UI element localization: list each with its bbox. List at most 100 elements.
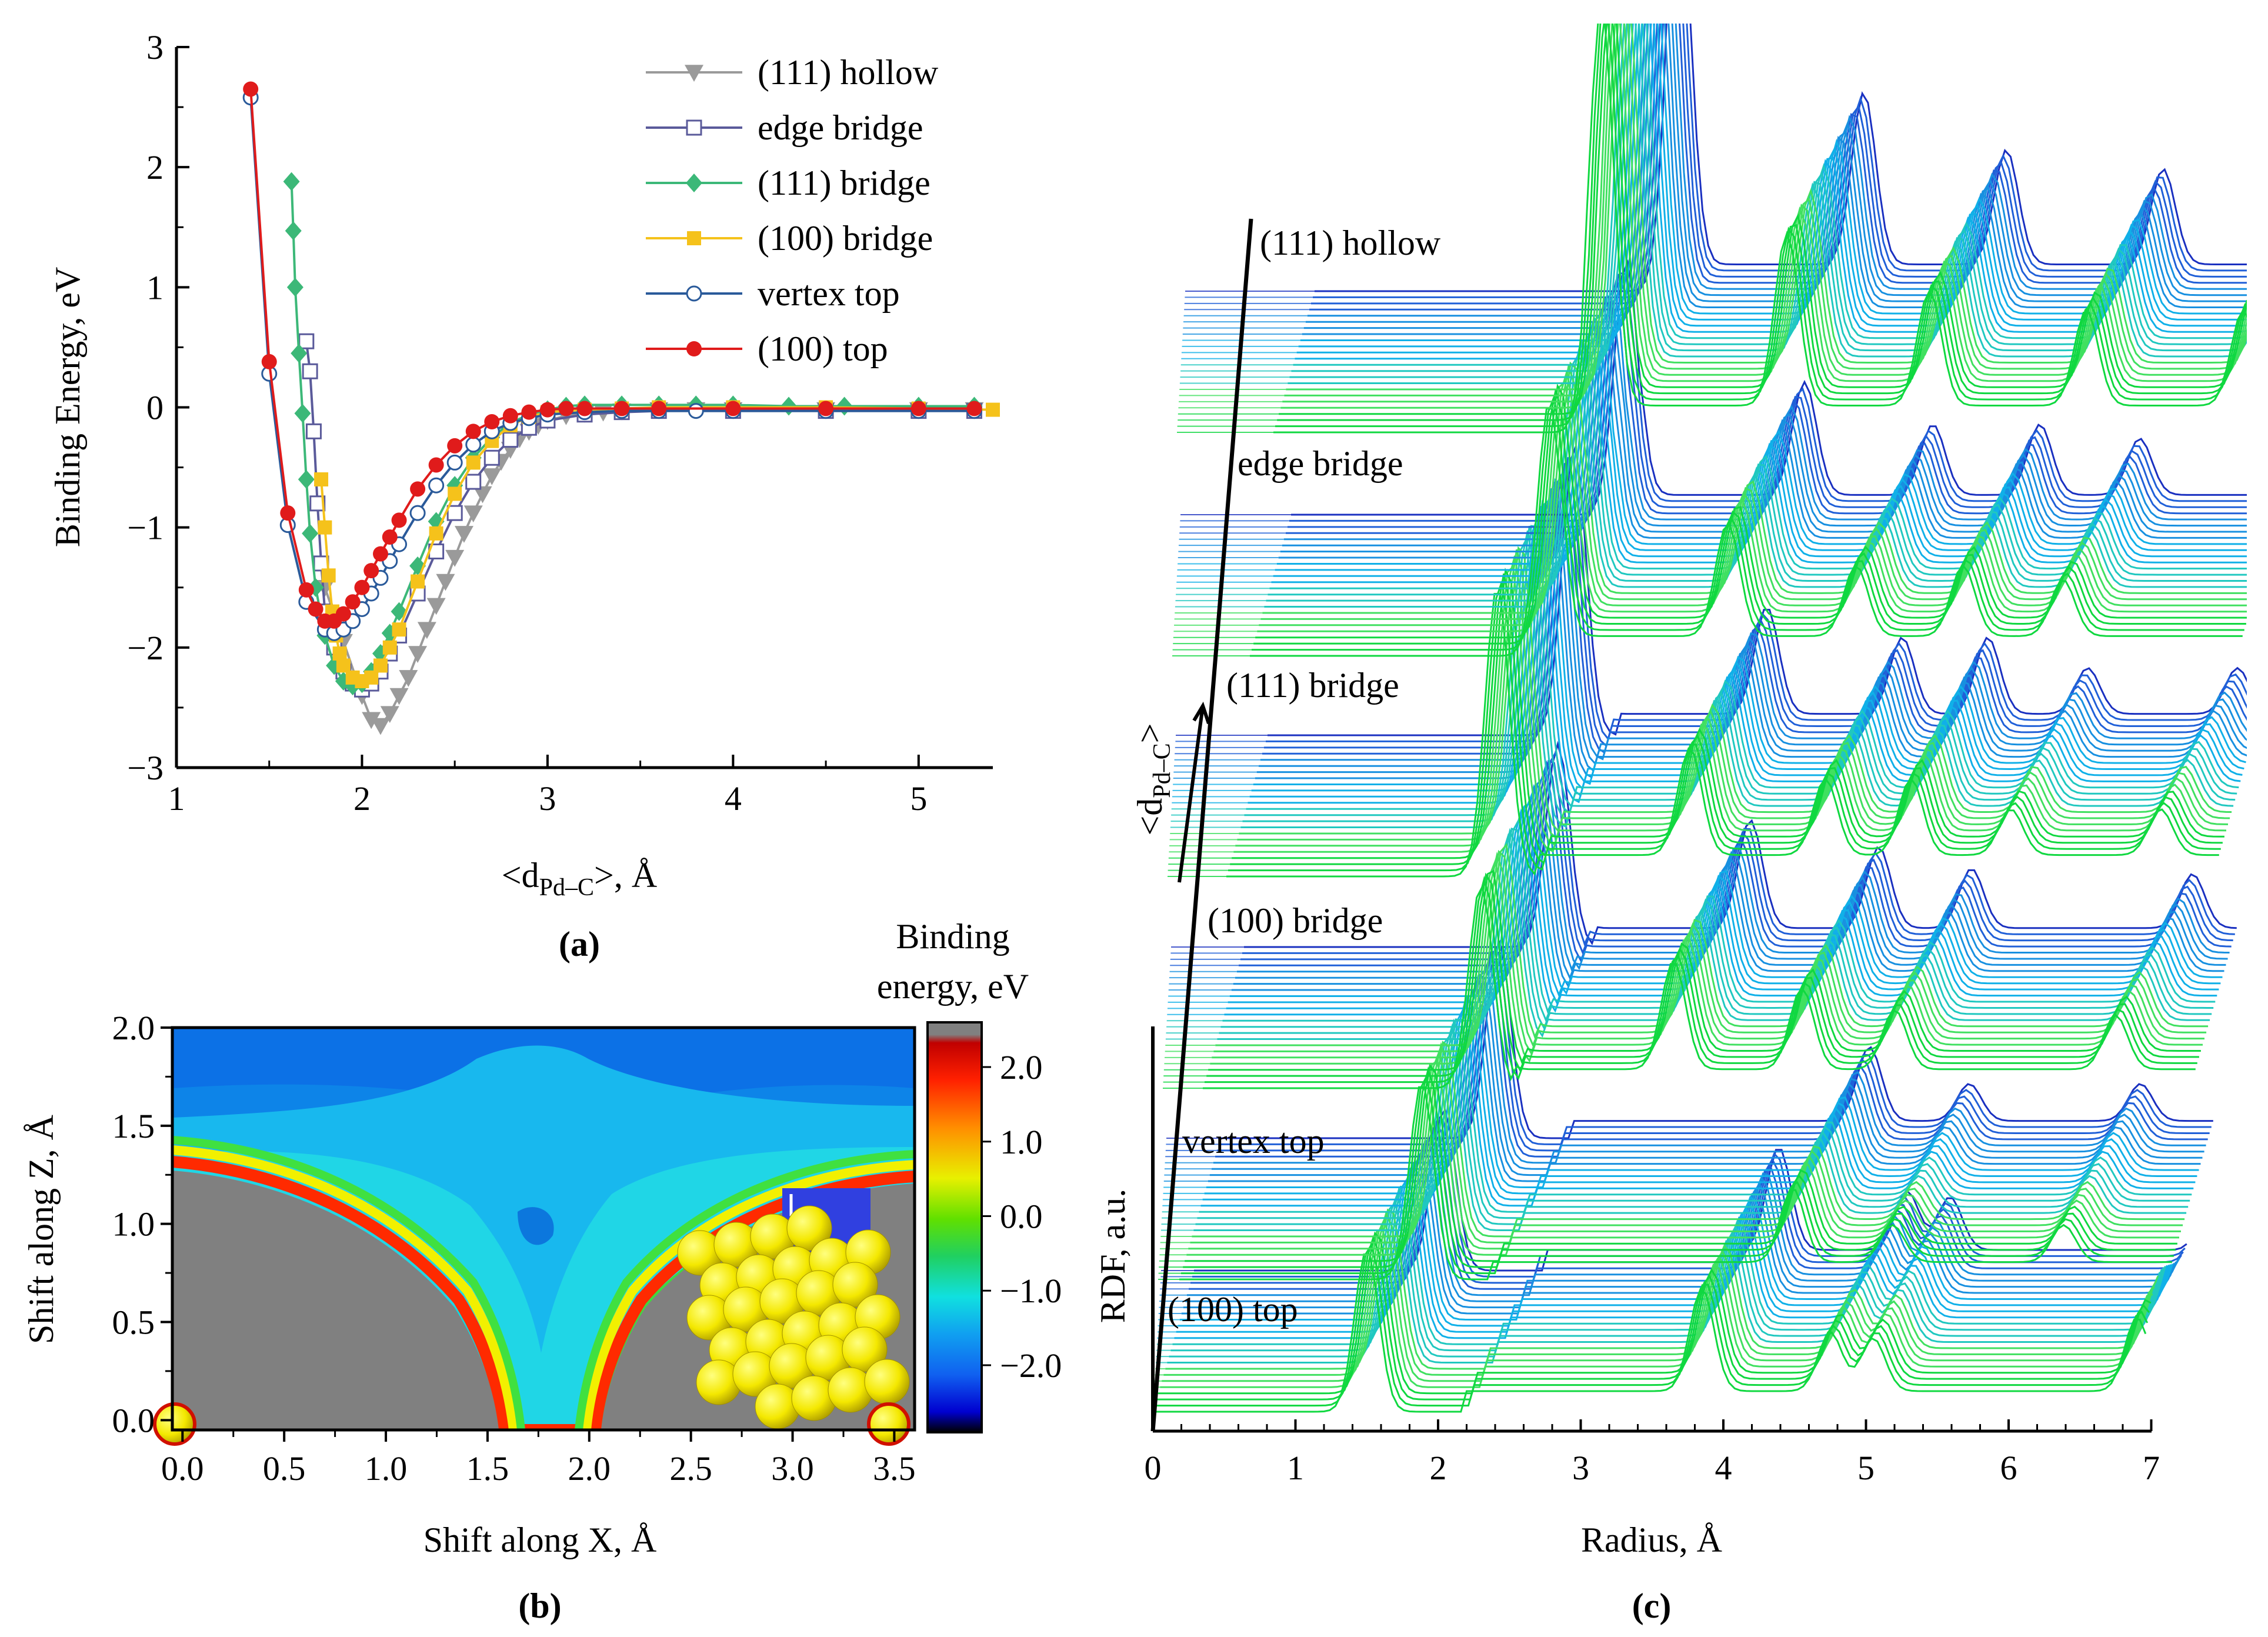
series-0-point (463, 505, 483, 523)
colorbar-tick-label: 1.0 (1000, 1123, 1043, 1161)
rdf-curve (1239, 546, 2232, 835)
rdf-curve (1252, 394, 2244, 651)
rdf-curve (1183, 1143, 2177, 1309)
legend-label-5: (100) top (758, 329, 888, 368)
panel-c-x-tick-label: 1 (1287, 1449, 1304, 1487)
series-5-point (363, 563, 379, 579)
pd-atom (842, 1326, 888, 1372)
panel-c-ticks: 0 1 2 3 4 5 6 7 (1145, 1419, 2160, 1487)
panel-b-y-tick-label: 0.5 (112, 1303, 155, 1341)
panel-b-y-tick-label: 2.0 (112, 1009, 155, 1047)
panel-a-legend: (111) hollow edge bridge (111) bridge (100)… (646, 53, 939, 368)
panel-b-label: (b) (518, 1586, 561, 1625)
series-5-point (539, 402, 555, 418)
rdf-curve (1220, 939, 2213, 1139)
series-1-point (446, 505, 463, 521)
series-5-point (521, 404, 537, 420)
panel-b-heatmap: 0.0 0.5 1.0 1.5 2.0 2.5 3.0 3.5 0.0 0.5 1.0 1.5 2.0 … (22, 917, 1062, 1625)
rdf-curve (1197, 1018, 2190, 1219)
legend-label-4: vertex top (758, 274, 900, 313)
legend-marker-4 (686, 285, 702, 302)
panel-c-x-label: Radius, Å (1581, 1521, 1722, 1559)
rdf-curve (1208, 981, 2201, 1182)
rdf-curve (1208, 869, 2201, 1071)
rdf-curve (1257, 380, 2247, 632)
rdf-curve (1206, 872, 2199, 1077)
rdf-curve (1210, 858, 2203, 1065)
rdf-curve (1269, 339, 2247, 589)
rdf-curve (1263, 458, 2247, 749)
legend-marker-3 (687, 231, 701, 245)
rdf-curve (1165, 1208, 2159, 1370)
series-3-point (448, 486, 462, 501)
rdf-curve (1255, 383, 2247, 639)
panel-c-waterfall: 0 1 2 3 4 5 6 7 RDF, a.u. <dPd–C> Radius, Å (c)… (1093, 24, 2247, 1625)
series-2-point (298, 470, 315, 489)
legend-marker-1 (686, 119, 702, 136)
colorbar (926, 1021, 983, 1433)
rdf-curve (1160, 1227, 2153, 1388)
rdf-curve (1285, 279, 2247, 534)
series-5-point (308, 601, 323, 617)
rdf-curve (1258, 478, 2247, 767)
heatmap-ring-yellow-line (172, 1145, 915, 1430)
rdf-curve (1179, 1086, 2172, 1281)
series-5-point (298, 582, 314, 598)
panel-a-line-chart: 1 2 3 4 5 −3 −2 −1 0 1 2 3 Binding Energy, eV <dPd–… (48, 28, 1000, 963)
series-5-point (261, 354, 277, 369)
series-5-point (354, 579, 370, 595)
series-2-point (291, 344, 308, 363)
rdf-curve (1179, 1159, 2173, 1321)
series-1-point (313, 555, 329, 572)
series-0-point (445, 549, 465, 567)
series-0-point (426, 598, 446, 615)
series-0-point (408, 646, 428, 664)
series-0-point (380, 706, 399, 724)
series-5-point (373, 546, 388, 562)
series-2-point (781, 396, 797, 416)
series-3-point (336, 658, 351, 673)
panel-c-x-tick-label: 2 (1430, 1449, 1447, 1487)
series-5-point (502, 408, 518, 424)
rdf-curve (1248, 514, 2241, 804)
panel-c-label: (c) (1632, 1586, 1672, 1625)
series-5-point (382, 529, 398, 545)
rdf-curve (1233, 565, 2227, 853)
panel-a-series-group (242, 81, 1000, 735)
rdf-curve (1233, 782, 2226, 985)
series-3-point (411, 574, 425, 589)
series-5-point (391, 512, 407, 528)
rdf-curve (1229, 791, 2223, 997)
rdf-curve (1279, 24, 2247, 415)
rdf-curve (1282, 24, 2247, 403)
panel-a-y-tick-label: 1 (146, 268, 164, 306)
panel-c-stack-axis-label: <dPd–C> (1130, 723, 1176, 835)
rdf-curve (1275, 24, 2247, 428)
rdf-curve (1280, 24, 2247, 409)
rdf-curve (1255, 488, 2247, 779)
panel-b-x-tick-label: 2.5 (669, 1449, 712, 1488)
series-0-point (417, 622, 436, 639)
colorbar-title-line1: Binding (896, 917, 1009, 956)
rdf-curve (1203, 883, 2196, 1089)
panel-c-stack-label-4: edge bridge (1238, 444, 1403, 483)
stack-group-3 (1168, 446, 2247, 878)
panel-b-x-tick-label: 3.0 (771, 1449, 814, 1488)
panel-a-y-tick-label: −3 (127, 749, 164, 787)
panel-b-ticks: 0.0 0.5 1.0 1.5 2.0 2.5 3.0 3.5 0.0 0.5 1.0 1.5 2.0 (112, 1009, 916, 1488)
heatmap-dark-blue-spot (518, 1207, 554, 1245)
rdf-curve (1172, 1185, 2166, 1345)
panel-b-x-label: Shift along X, Å (423, 1521, 657, 1559)
series-2-point (294, 404, 311, 423)
pd-cluster-image (677, 1205, 910, 1429)
rdf-curve (1167, 1201, 2161, 1363)
rdf-curve (1244, 525, 2237, 816)
series-5-point (614, 401, 630, 416)
panel-c-stack-label-3: (111) bridge (1226, 666, 1399, 705)
rdf-curve (1185, 1063, 2177, 1262)
series-3-point (373, 658, 388, 673)
panel-a-y-tick-label: 0 (146, 389, 164, 427)
series-4-point (465, 436, 482, 453)
pd-atom (832, 1262, 878, 1308)
rdf-curve (1249, 506, 2243, 798)
